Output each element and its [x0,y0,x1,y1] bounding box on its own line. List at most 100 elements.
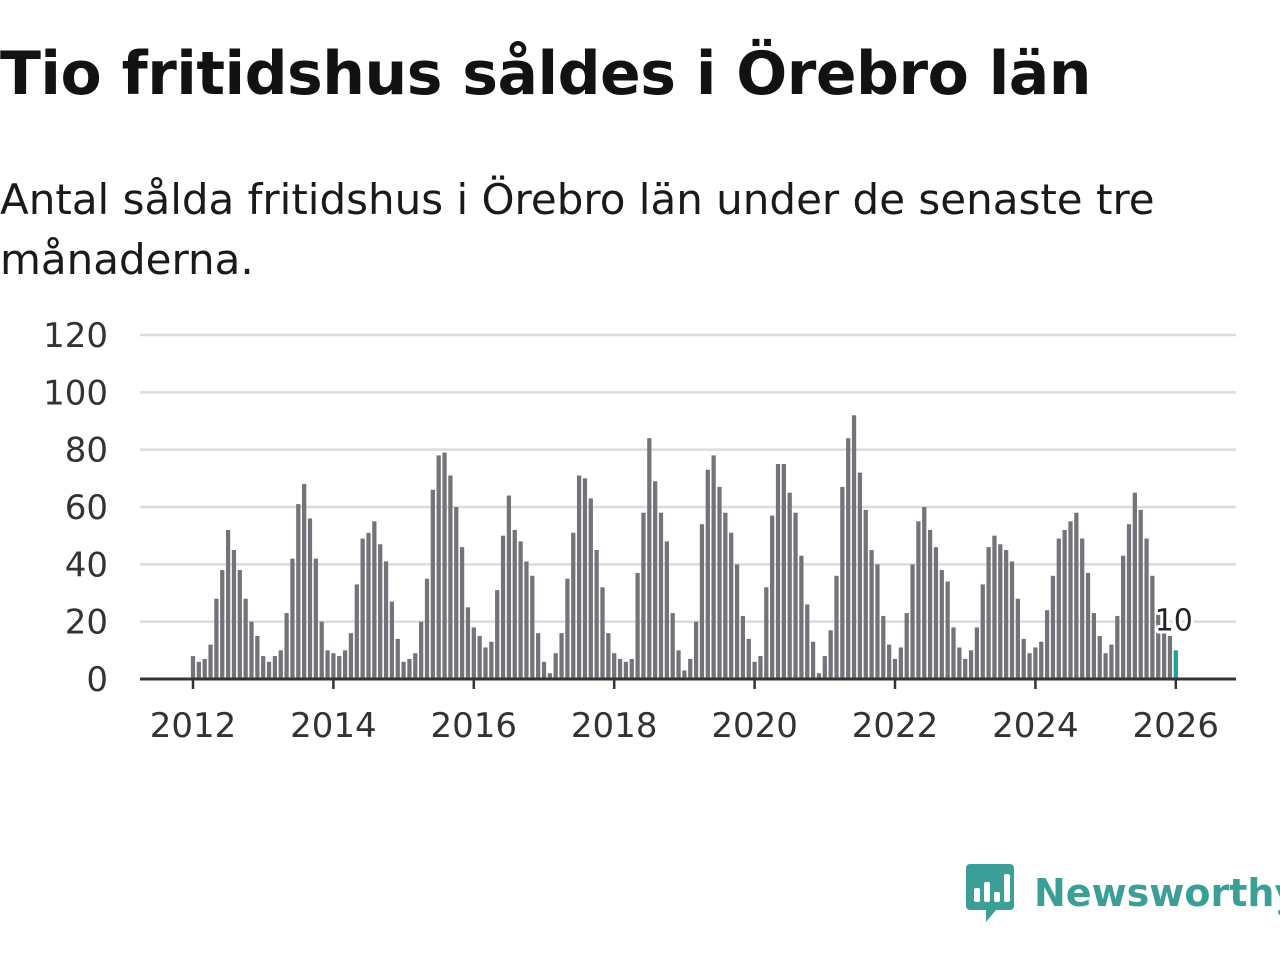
bar [465,607,471,679]
bar [869,550,874,679]
bar [799,555,804,679]
bar [278,650,283,679]
bar [1009,561,1015,679]
bar [448,475,453,679]
bar [676,650,681,679]
x-tick-label: 2018 [571,706,658,746]
bar-chart: 0 20 40 60 80 100 120 2012 2014 2016 2018 2020 2022… [43,316,1236,746]
bar [1004,550,1009,679]
bar [436,455,441,679]
x-tick-label: 2016 [431,706,518,746]
bar [331,653,336,679]
bar [658,512,664,679]
bar [846,438,851,679]
bar [1039,641,1044,679]
bar [922,507,927,679]
bar [518,541,523,679]
bar [366,532,371,679]
x-tick-label: 2022 [852,706,939,746]
bar [1126,524,1132,679]
y-tick-label: 60 [65,488,108,528]
bar [822,656,827,679]
bar [863,509,868,679]
bar [1074,512,1079,679]
bar [1121,555,1126,679]
bar [348,633,354,679]
bar [688,658,693,679]
bar [208,644,213,679]
bar [225,529,231,679]
bar [1050,575,1056,679]
bar [647,438,652,679]
bar [729,532,734,679]
bar [699,524,705,679]
bar [471,627,476,679]
bar [951,627,956,679]
bar [243,598,248,679]
bar [430,489,435,679]
bar [734,564,740,679]
bar [816,673,822,679]
bar [781,464,786,679]
bar [594,550,599,679]
bar [1027,653,1032,679]
bar [939,570,944,679]
brand-name: Newsworthy [1034,871,1280,915]
bar [693,621,699,679]
bar [980,584,985,679]
bar [401,661,406,679]
bar [266,661,272,679]
bar [530,575,535,679]
bar [255,636,260,679]
bar [770,515,775,679]
bar [1150,575,1155,679]
bar [1156,610,1161,679]
x-tick-label: 2026 [1133,706,1220,746]
bar [775,464,781,679]
bar [1161,627,1167,679]
bar [641,512,646,679]
bar [372,521,377,679]
bar [764,587,769,679]
bar [1080,538,1085,679]
bar [383,561,389,679]
bar [296,504,301,679]
bar [986,547,991,679]
bar [758,656,763,679]
bar [190,656,196,679]
bar [220,570,225,679]
bar [419,621,424,679]
y-tick-label: 80 [65,431,108,471]
bar [705,469,710,679]
bar [319,621,324,679]
bar [424,578,430,679]
bar [752,661,757,679]
bar [805,604,810,679]
bar [881,615,886,679]
bar [354,584,359,679]
bar [974,627,980,679]
bar [623,661,629,679]
chart-title: Tio fritidshus såldes i Örebro län [0,39,1091,109]
y-tick-label: 120 [43,316,108,356]
bar [553,653,558,679]
highlight-value-label: 10 [1155,603,1193,638]
bar [910,564,915,679]
bars [190,415,1178,679]
bar [840,486,845,679]
bar [1062,529,1067,679]
bar [992,535,997,679]
bar [571,532,576,679]
bar [664,541,669,679]
bar [916,521,921,679]
bar [963,658,968,679]
y-axis-labels: 0 20 40 60 80 100 120 [43,316,108,700]
bar [360,538,365,679]
bar [653,481,658,679]
bar [793,512,798,679]
bar [875,564,880,679]
x-tick-label: 2012 [150,706,237,746]
bar [606,633,611,679]
bar [1021,638,1026,679]
bar [740,615,746,679]
